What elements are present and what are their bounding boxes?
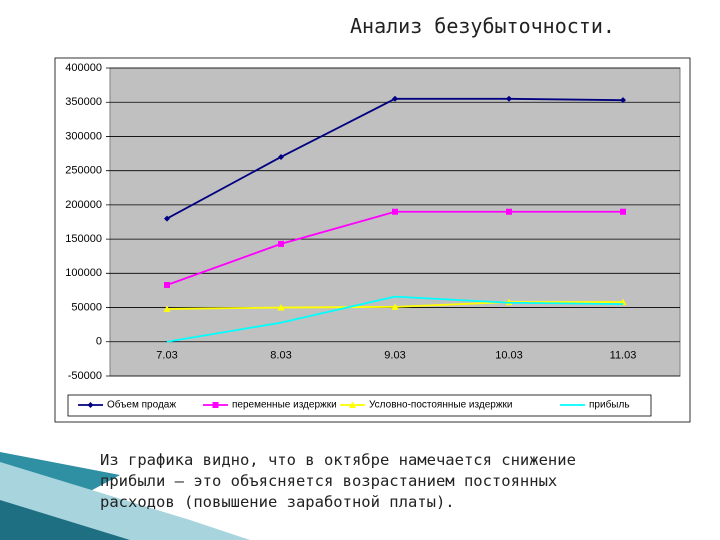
legend-label: Объем продаж [107, 399, 176, 411]
marker [506, 95, 512, 102]
marker [212, 402, 219, 408]
y-tick-label: 100000 [65, 267, 102, 279]
series-line [166, 295, 624, 343]
marker [349, 401, 356, 408]
x-tick-label: 10.03 [495, 350, 523, 362]
marker [164, 215, 170, 222]
y-tick-label: 250000 [65, 165, 102, 177]
marker [163, 305, 171, 312]
plot-area [109, 67, 681, 377]
x-tick-label: 7.03 [156, 350, 177, 362]
x-tick-label: 9.03 [384, 350, 405, 362]
title: Анализ безубыточности. [350, 14, 615, 38]
legend-label: Условно-постоянные издержки [369, 400, 512, 411]
marker [278, 153, 284, 160]
marker [392, 95, 398, 102]
marker [506, 208, 512, 215]
marker [620, 208, 626, 215]
y-tick-label: 400000 [65, 62, 102, 74]
legend-label: прибыль [589, 399, 630, 411]
marker [620, 97, 626, 104]
y-tick-label: 0 [96, 336, 102, 348]
legend-label: переменные издержки [232, 400, 337, 411]
marker [391, 303, 399, 310]
decor [0, 500, 130, 540]
note-text: Из графика видно, что в октябре намечает… [100, 451, 576, 511]
x-tick-label: 11.03 [610, 350, 637, 362]
y-tick-label: 350000 [65, 96, 102, 108]
y-tick-label: 300000 [65, 130, 102, 142]
x-tick-label: 8.03 [270, 350, 291, 362]
marker [87, 402, 94, 408]
marker [278, 240, 284, 247]
y-tick-label: 200000 [65, 199, 102, 211]
marker [277, 304, 285, 311]
y-tick-label: 50000 [71, 301, 102, 313]
marker [392, 208, 398, 215]
y-tick-label: -50000 [68, 370, 102, 382]
y-tick-label: 150000 [65, 233, 102, 245]
marker [164, 281, 170, 288]
